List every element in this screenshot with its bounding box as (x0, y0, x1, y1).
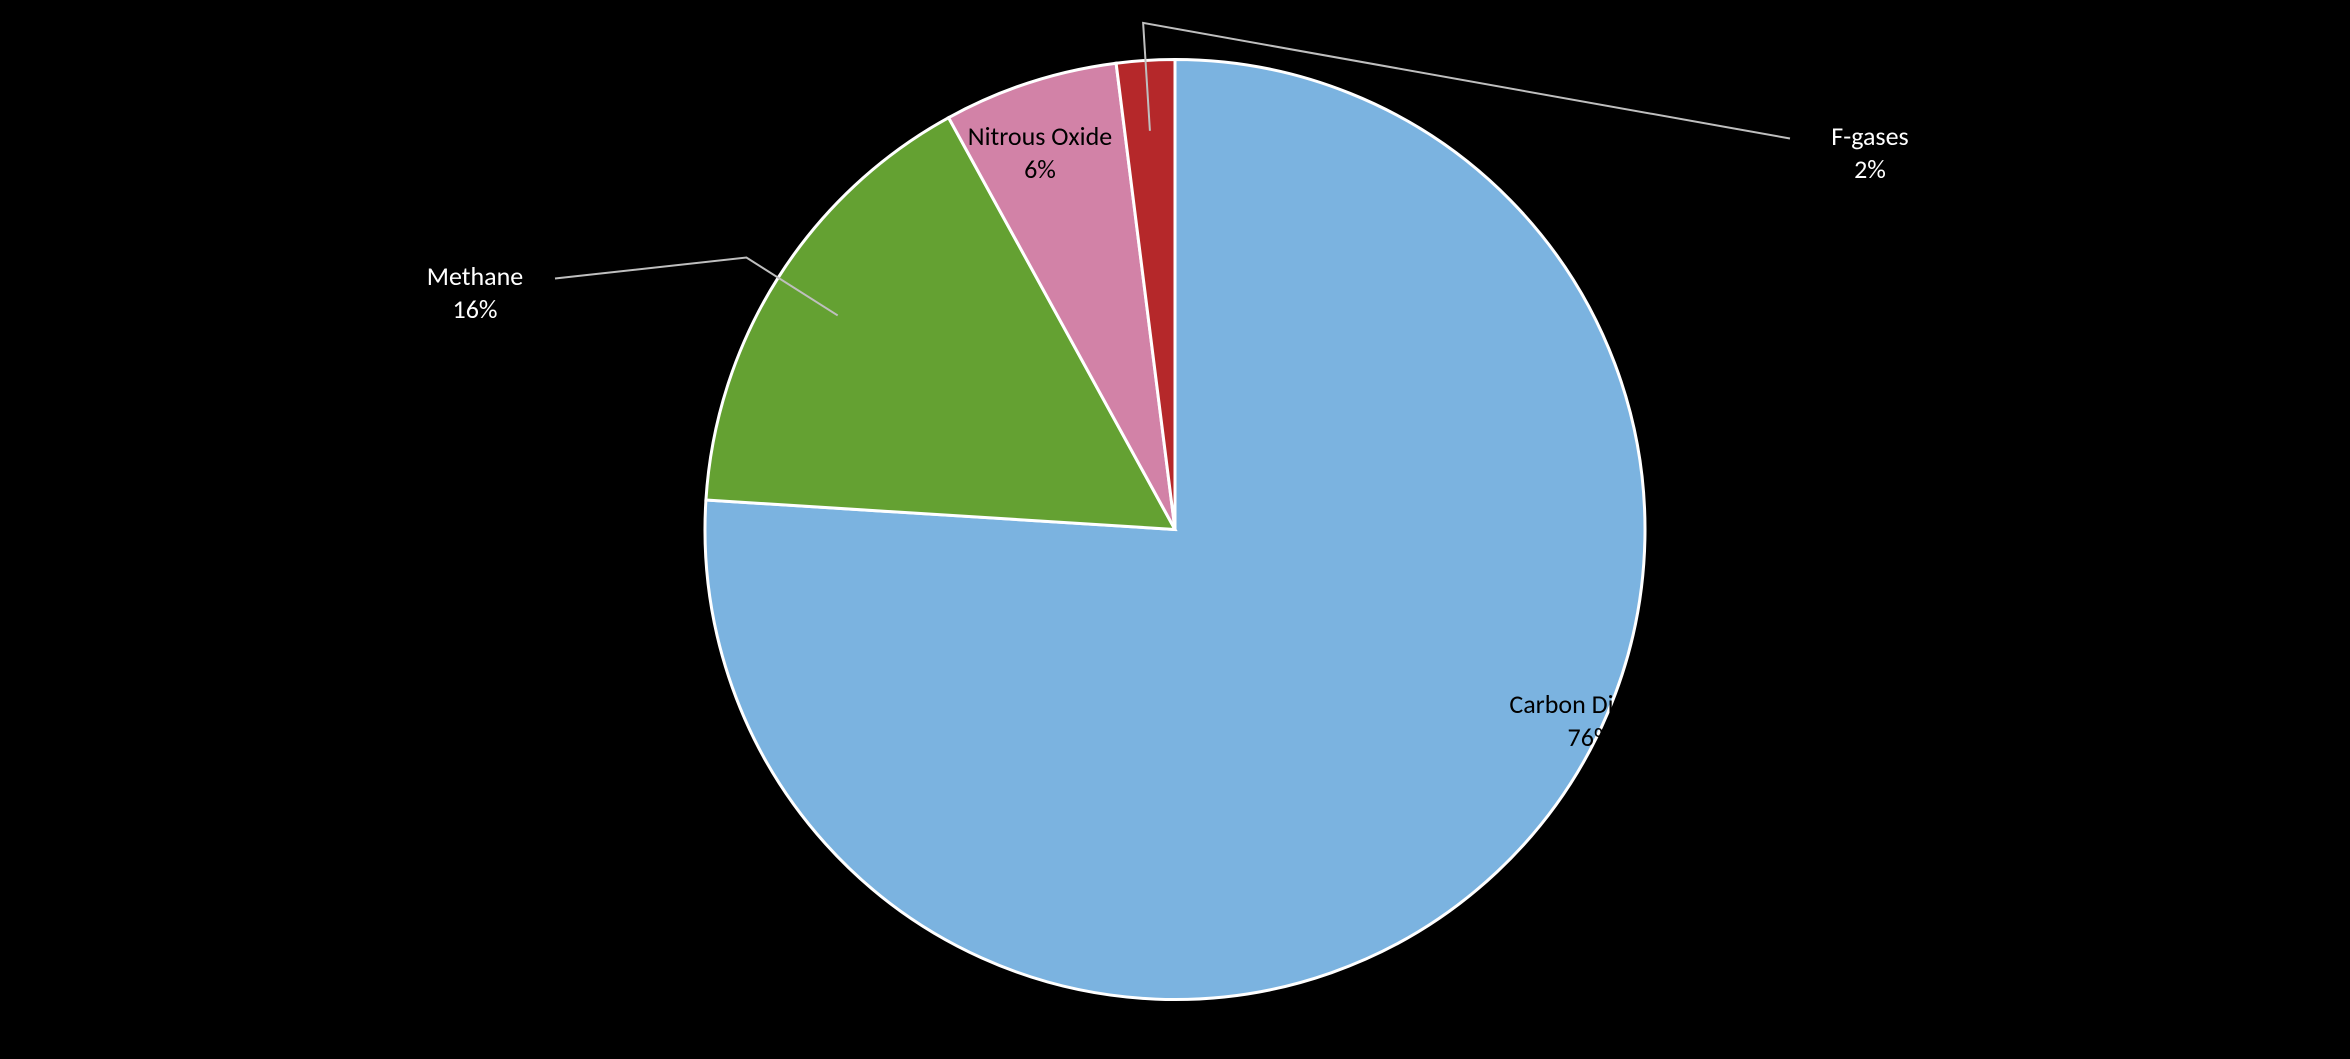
slice-label-nitrous-oxide: Nitrous Oxide6% (968, 120, 1112, 185)
slice-name: F-gases (1831, 120, 1908, 153)
slice-name: Methane (427, 260, 523, 293)
slice-name: Nitrous Oxide (968, 120, 1112, 153)
pie-chart (0, 0, 2350, 1059)
slice-label-methane: Methane16% (427, 260, 523, 325)
slice-label-carbon-dioxide: Carbon Dioxide76% (1509, 688, 1670, 753)
slice-percent: 76% (1509, 721, 1670, 754)
slice-label-f-gases: F-gases2% (1831, 120, 1908, 185)
slice-percent: 6% (968, 153, 1112, 186)
slice-name: Carbon Dioxide (1509, 688, 1670, 721)
slice-percent: 2% (1831, 153, 1908, 186)
slice-percent: 16% (427, 293, 523, 326)
